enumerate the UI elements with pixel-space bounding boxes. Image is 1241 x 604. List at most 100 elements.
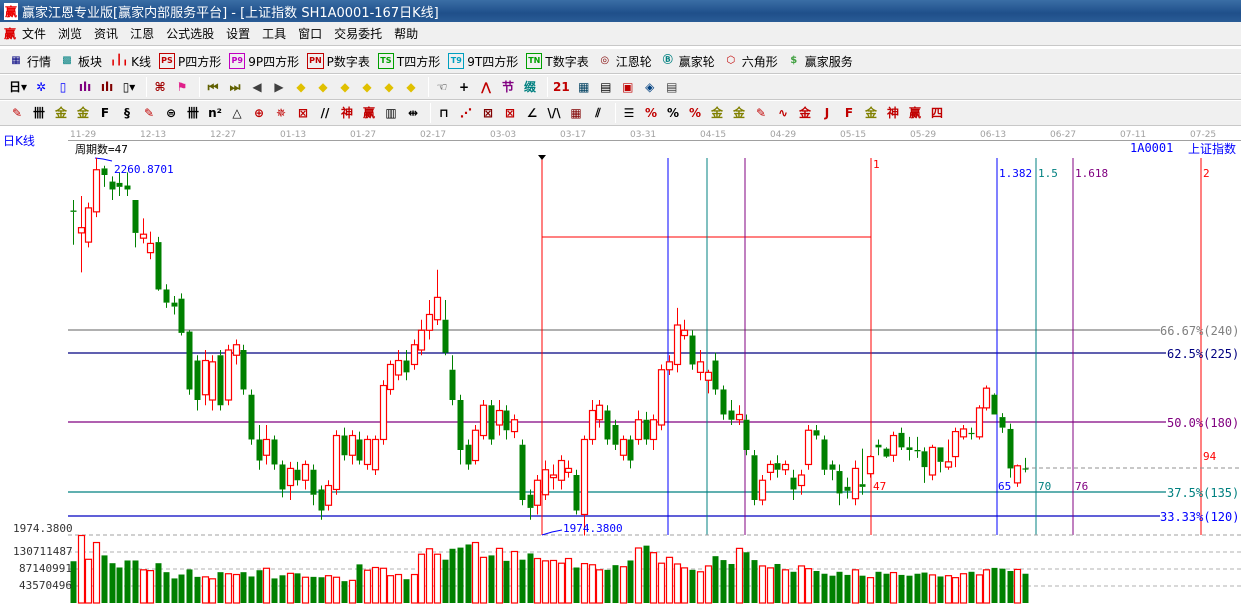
shen-angle-button[interactable]: 神 — [884, 104, 902, 122]
gold-red-button[interactable]: 金 — [796, 104, 814, 122]
four-angle-button[interactable]: 四 — [928, 104, 946, 122]
wave-button[interactable]: ∿ — [774, 104, 792, 122]
calendar-button[interactable]: 21 — [552, 78, 571, 96]
flag-button[interactable]: ⚑ — [173, 78, 191, 96]
web-button[interactable]: ✵ — [272, 104, 290, 122]
clipboard-button[interactable]: ▯ — [54, 78, 72, 96]
print-button[interactable]: ▤ — [663, 78, 681, 96]
pen-button[interactable]: ✎ — [8, 104, 26, 122]
menu-item[interactable]: 公式选股 — [166, 27, 215, 41]
pn-button[interactable]: PN P数字表 — [307, 53, 370, 70]
triangle-button[interactable]: △ — [228, 104, 246, 122]
hexagon-button[interactable]: ⬡ 六角形 — [723, 53, 777, 70]
lines-button[interactable]: 卌 — [30, 104, 48, 122]
zoom-v-button[interactable]: ◆ — [402, 78, 420, 96]
right-button[interactable]: ▶ — [270, 78, 288, 96]
ying-button[interactable]: 赢 — [360, 104, 378, 122]
zoom-out-button[interactable]: ◆ — [380, 78, 398, 96]
tn-button[interactable]: TN T数字表 — [526, 53, 589, 70]
gann-box-button[interactable]: ⊠ — [479, 104, 497, 122]
pen2-button[interactable]: ✎ — [140, 104, 158, 122]
menu-item[interactable]: 帮助 — [394, 27, 419, 41]
gann-grid-button[interactable]: ⊠ — [501, 104, 519, 122]
tools-button[interactable]: ✎ — [752, 104, 770, 122]
gann-wheel-button[interactable]: ◎ 江恩轮 — [597, 53, 651, 70]
ps-button[interactable]: PS P四方形 — [158, 53, 221, 70]
notes-button[interactable]: ▤ — [597, 78, 615, 96]
move-down-button[interactable]: ◆ — [314, 78, 332, 96]
fib-lines-button[interactable]: ☰ — [620, 104, 638, 122]
bars3-button[interactable]: ılı — [76, 78, 94, 96]
fan-button[interactable]: ⋰ — [457, 104, 475, 122]
menu-item[interactable]: 交易委托 — [334, 27, 383, 41]
p9-button[interactable]: P9 9P四方形 — [229, 53, 299, 70]
bars9-button[interactable]: ılı — [98, 78, 116, 96]
zoom-h-button[interactable]: ◆ — [336, 78, 354, 96]
f-angle-button[interactable]: F — [840, 104, 858, 122]
ruler-button[interactable]: ▥ — [382, 104, 400, 122]
first-button[interactable]: ⏮ — [204, 78, 222, 96]
quote-table-button[interactable]: ▦ 行情 — [8, 53, 51, 70]
dollar-button[interactable]: $ 赢家服务 — [786, 53, 853, 70]
line-draw-button[interactable]: ⋀ — [477, 78, 495, 96]
gold-circle-button[interactable]: 金 — [708, 104, 726, 122]
menu-item[interactable]: 资讯 — [94, 27, 119, 41]
gold-levels-button[interactable]: 金 — [730, 104, 748, 122]
zoom-in-button[interactable]: ◆ — [358, 78, 376, 96]
save-button[interactable]: ▣ — [619, 78, 637, 96]
measure-button[interactable]: ⇹ — [404, 104, 422, 122]
shen-button[interactable]: 神 — [338, 104, 356, 122]
menu-item[interactable]: 江恩 — [130, 27, 155, 41]
pattern2-button[interactable]: 缀 — [521, 78, 539, 96]
move-left-button[interactable]: ◆ — [292, 78, 310, 96]
menu-logo[interactable]: 赢 — [4, 27, 17, 41]
zigzag-button[interactable]: \/\ — [545, 104, 563, 122]
period-day-button[interactable]: 日▾ — [8, 78, 28, 96]
menu-item[interactable]: 文件 — [22, 27, 47, 41]
hash-button[interactable]: 卌 — [184, 104, 202, 122]
spiral-button[interactable]: § — [118, 104, 136, 122]
volume-bar — [146, 570, 155, 604]
calculator-button[interactable]: ▦ — [575, 78, 593, 96]
gold-button[interactable]: 金 — [52, 104, 70, 122]
t9-button[interactable]: T9 9T四方形 — [448, 53, 518, 70]
gold2-button[interactable]: 金 — [74, 104, 92, 122]
circle-lines-button[interactable]: ⊜ — [162, 104, 180, 122]
grid-button[interactable]: ▦ — [567, 104, 585, 122]
percent-line-button[interactable]: % — [642, 104, 660, 122]
gold-angle-button[interactable]: 金 — [862, 104, 880, 122]
sector-button[interactable]: ▩ 板块 — [59, 53, 102, 70]
toolbar-separator — [615, 103, 616, 123]
crosshair-button[interactable]: + — [455, 78, 473, 96]
pattern-button[interactable]: ✲ — [32, 78, 50, 96]
percent-button[interactable]: % — [664, 104, 682, 122]
ts-button[interactable]: TS T四方形 — [377, 53, 440, 70]
start-marker-icon[interactable] — [538, 155, 546, 160]
hand-button[interactable]: ☜ — [433, 78, 451, 96]
j-angle-button[interactable]: J — [818, 104, 836, 122]
last-button[interactable]: ⏭ — [226, 78, 244, 96]
network-button[interactable]: ◈ — [641, 78, 659, 96]
ying-angle-button[interactable]: 赢 — [906, 104, 924, 122]
candle-type-button[interactable]: ▯▾ — [120, 78, 138, 96]
n2-button[interactable]: n² — [206, 104, 224, 122]
menu-item[interactable]: 设置 — [226, 27, 251, 41]
parallel-button[interactable]: // — [316, 104, 334, 122]
big-wheel-button[interactable]: Ⓑ 赢家轮 — [660, 53, 715, 70]
map-button[interactable]: ⌘ — [151, 78, 169, 96]
rect-button[interactable]: ⊓ — [435, 104, 453, 122]
kline-chart[interactable]: 11-29 12-13 12-27 01-13 01-27 02-17 03-03 03-17… — [0, 126, 1241, 604]
menu-item[interactable]: 工具 — [262, 27, 287, 41]
menu-item[interactable]: 浏览 — [58, 27, 83, 41]
channel-button[interactable]: ⫽ — [589, 104, 607, 122]
target-button[interactable]: ⊕ — [250, 104, 268, 122]
tree-button[interactable]: 节 — [499, 78, 517, 96]
f-lines-button[interactable]: F — [96, 104, 114, 122]
angle-button[interactable]: ∠ — [523, 104, 541, 122]
left-button[interactable]: ◀ — [248, 78, 266, 96]
menu-item[interactable]: 窗口 — [298, 27, 323, 41]
percent-levels-button[interactable]: % — [686, 104, 704, 122]
kline-button[interactable]: ╻┃╻ K线 — [110, 53, 151, 70]
box-web-button[interactable]: ⊠ — [294, 104, 312, 122]
candle — [417, 319, 426, 356]
